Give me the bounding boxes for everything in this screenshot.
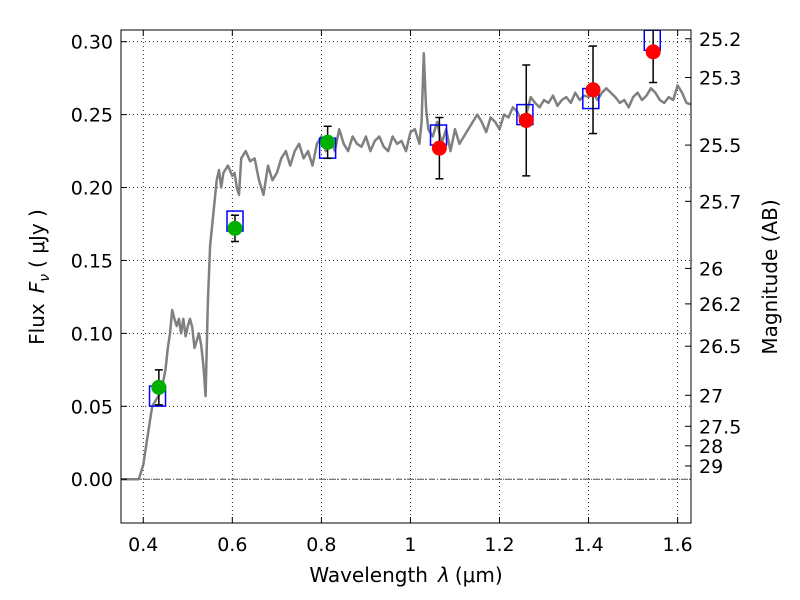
magnitude-tick-label: 25.3 (699, 68, 741, 90)
y-tick-label: 0.30 (71, 32, 113, 54)
nir-data-point (431, 140, 447, 156)
magnitude-tick-label: 26.5 (699, 336, 741, 358)
x-tick-label: 1 (404, 534, 416, 556)
optical-data-point (320, 134, 336, 150)
y-axis-ticks: 0.00 0.05 0.10 0.15 0.20 0.25 0.30 (71, 32, 127, 491)
x-tick-label: 1.4 (573, 534, 603, 556)
magnitude-tick-label: 25.7 (699, 191, 741, 213)
y-tick-label: 0.15 (71, 250, 113, 272)
x-tick-label: 0.6 (217, 534, 247, 556)
x-tick-label: 0.8 (306, 534, 336, 556)
nir-data-point (645, 44, 661, 60)
y-tick-label: 0.05 (71, 396, 113, 418)
grid-lines (121, 30, 691, 523)
magnitude-tick-label: 27.5 (699, 416, 741, 438)
x-tick-label: 1.6 (663, 534, 693, 556)
y-axis-label: FluxFν( μJy ) (25, 209, 53, 345)
optical-data-point (227, 220, 243, 236)
nir-data-point (518, 112, 534, 128)
x-axis-ticks: 0.4 0.6 0.8 1 1.2 1.4 1.6 (128, 30, 693, 556)
y-tick-label: 0.10 (71, 323, 113, 345)
x-tick-label: 0.4 (128, 534, 158, 556)
magnitude-tick-label: 28 (699, 436, 723, 458)
x-axis-label: Wavelength λ (μm) (309, 563, 502, 587)
plot-frame (120, 29, 692, 524)
magnitude-tick-label: 26.2 (699, 294, 741, 316)
nir-data-point (585, 82, 601, 98)
y-tick-label: 0.25 (71, 105, 113, 127)
magnitude-tick-label: 26 (699, 258, 723, 280)
magnitude-tick-label: 25.5 (699, 135, 741, 157)
magnitude-tick-label: 25.2 (699, 29, 741, 51)
x-tick-label: 1.2 (484, 534, 514, 556)
optical-data-point (151, 379, 167, 395)
plot-area (121, 30, 691, 523)
magnitude-axis-label: Magnitude (AB) (758, 199, 782, 354)
magnitude-tick-label: 29 (699, 456, 723, 478)
observed-photometry-points (151, 44, 661, 395)
model-spectrum-line (121, 52, 691, 481)
y-tick-label: 0.00 (71, 469, 113, 491)
magnitude-tick-label: 27 (699, 385, 723, 407)
y-tick-label: 0.20 (71, 178, 113, 200)
